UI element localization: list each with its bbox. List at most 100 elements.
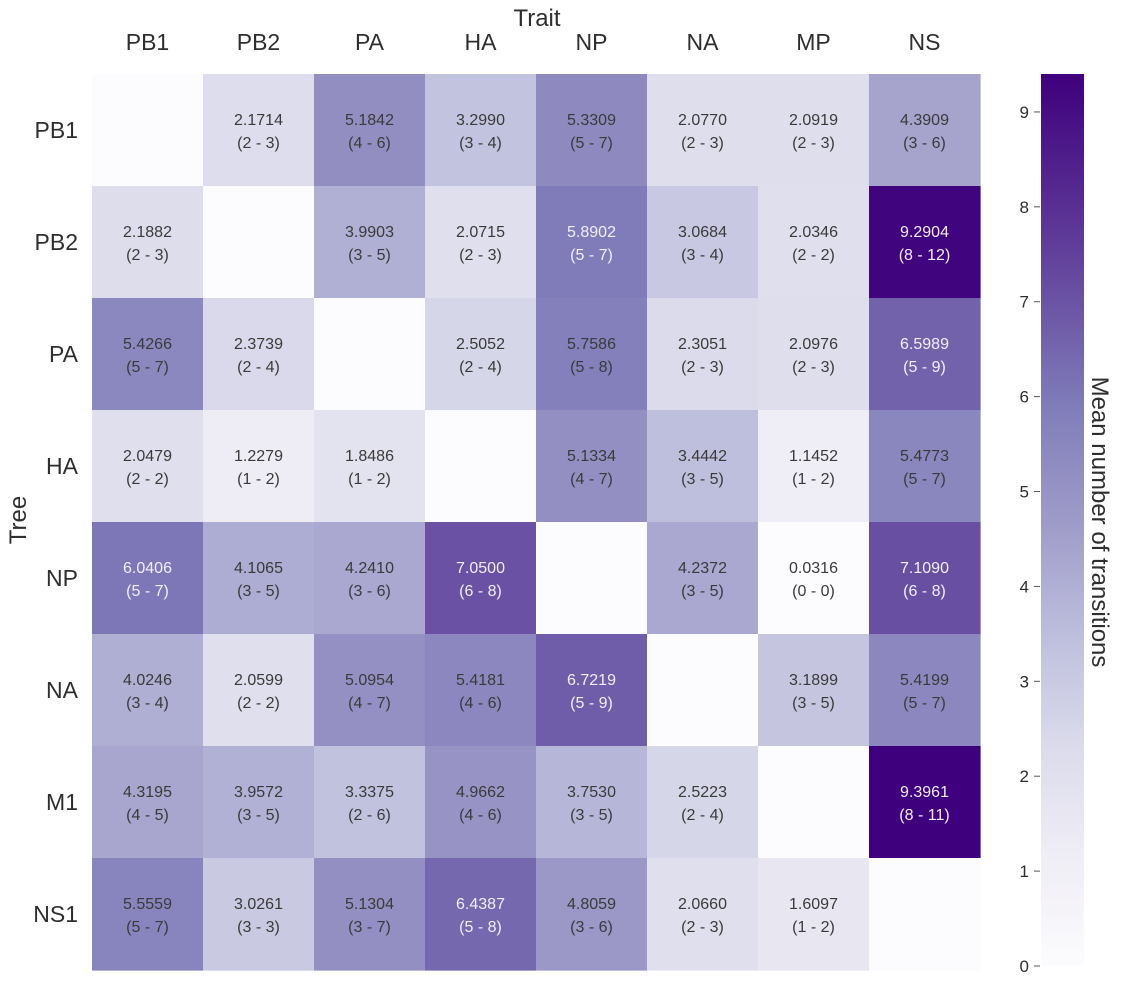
colorbar-tick-label: 9 xyxy=(1020,103,1029,122)
cell-range-label: (5 - 7) xyxy=(903,471,946,488)
cell-range-label: (2 - 4) xyxy=(681,807,724,824)
cell-value-label: 3.1899 xyxy=(789,672,838,689)
colorbar-title: Mean number of transitions xyxy=(1086,377,1113,668)
heatmap-cell xyxy=(314,746,426,859)
cell-range-label: (3 - 5) xyxy=(792,695,835,712)
cell-value-label: 2.3739 xyxy=(234,336,283,353)
heatmap-cell xyxy=(203,858,315,971)
cell-range-label: (3 - 4) xyxy=(459,135,502,152)
cell-range-label: (8 - 12) xyxy=(899,247,951,264)
heatmap-cell xyxy=(758,746,870,859)
cell-range-label: (5 - 9) xyxy=(903,359,946,376)
cell-range-label: (5 - 7) xyxy=(126,919,169,936)
heatmap-cell-labels: 2.1714 (2 - 3) 5.1842 (4 - 6) 3.2990 (3 - 4) 5… xyxy=(123,112,950,936)
heatmap-cell xyxy=(203,74,315,187)
cell-value-label: 9.3961 xyxy=(900,784,949,801)
cell-value-label: 3.4442 xyxy=(678,448,727,465)
cell-value-label: 3.0261 xyxy=(234,896,283,913)
cell-range-label: (5 - 9) xyxy=(570,695,613,712)
heatmap-cell xyxy=(314,410,426,523)
cell-range-label: (2 - 2) xyxy=(126,471,169,488)
colorbar-tick-label: 4 xyxy=(1020,577,1029,596)
cell-value-label: 2.0770 xyxy=(678,112,727,129)
heatmap-cell xyxy=(203,410,315,523)
heatmap-cell xyxy=(869,522,981,635)
cell-value-label: 5.4773 xyxy=(900,448,949,465)
heatmap-cell xyxy=(758,410,870,523)
cell-value-label: 5.4266 xyxy=(123,336,172,353)
cell-value-label: 3.0684 xyxy=(678,224,727,241)
cell-value-label: 4.9662 xyxy=(456,784,505,801)
cell-range-label: (2 - 6) xyxy=(348,807,391,824)
heatmap-cell xyxy=(314,186,426,299)
colorbar-tick-label: 7 xyxy=(1020,293,1029,312)
heatmap-cell xyxy=(203,746,315,859)
cell-range-label: (3 - 7) xyxy=(348,919,391,936)
heatmap-cell xyxy=(203,634,315,747)
cell-range-label: (1 - 2) xyxy=(348,471,391,488)
heatmap-cells xyxy=(92,74,981,971)
cell-value-label: 4.2372 xyxy=(678,560,727,577)
cell-value-label: 5.5559 xyxy=(123,896,172,913)
cell-range-label: (2 - 3) xyxy=(681,135,724,152)
heatmap-cell xyxy=(869,74,981,187)
cell-range-label: (8 - 11) xyxy=(899,807,949,824)
cell-value-label: 7.1090 xyxy=(900,560,949,577)
column-tick-label: PA xyxy=(355,29,385,55)
row-tick-labels: PB1 PB2 PA HA NP NA M1 NS1 xyxy=(33,117,78,927)
heatmap-cell xyxy=(536,298,648,411)
heatmap-cell xyxy=(314,298,426,411)
cell-range-label: (2 - 4) xyxy=(237,359,280,376)
cell-value-label: 2.3051 xyxy=(678,336,727,353)
cell-value-label: 5.1304 xyxy=(345,896,394,913)
cell-range-label: (1 - 2) xyxy=(237,471,280,488)
cell-range-label: (2 - 3) xyxy=(237,135,280,152)
colorbar-tick-label: 1 xyxy=(1020,862,1029,881)
cell-value-label: 5.7586 xyxy=(567,336,616,353)
cell-range-label: (6 - 8) xyxy=(459,583,502,600)
cell-value-label: 5.4181 xyxy=(456,672,505,689)
heatmap-cell xyxy=(536,634,648,747)
column-tick-label: NP xyxy=(576,29,608,55)
heatmap-cell xyxy=(314,858,426,971)
row-tick-label: PB1 xyxy=(35,117,78,143)
heatmap-cell xyxy=(869,746,981,859)
cell-value-label: 3.2990 xyxy=(456,112,505,129)
heatmap-cell xyxy=(92,746,204,859)
heatmap-cell xyxy=(203,298,315,411)
heatmap-cell xyxy=(647,74,759,187)
cell-range-label: (2 - 3) xyxy=(459,247,502,264)
cell-value-label: 4.2410 xyxy=(345,560,394,577)
heatmap-cell xyxy=(869,298,981,411)
heatmap-cell xyxy=(536,746,648,859)
cell-range-label: (4 - 6) xyxy=(348,135,391,152)
heatmap-cell xyxy=(425,634,537,747)
heatmap-cell xyxy=(647,858,759,971)
cell-range-label: (3 - 4) xyxy=(681,247,724,264)
heatmap-cell xyxy=(758,298,870,411)
heatmap-cell xyxy=(92,634,204,747)
colorbar-tick-label: 5 xyxy=(1020,483,1029,502)
heatmap-cell xyxy=(425,186,537,299)
x-axis-title: Trait xyxy=(513,5,560,32)
column-tick-label: NS xyxy=(909,29,941,55)
cell-value-label: 2.0346 xyxy=(789,224,838,241)
heatmap-cell xyxy=(425,858,537,971)
heatmap-cell xyxy=(536,410,648,523)
cell-value-label: 5.0954 xyxy=(345,672,394,689)
heatmap-cell xyxy=(92,186,204,299)
cell-value-label: 1.6097 xyxy=(789,896,838,913)
heatmap-cell xyxy=(92,298,204,411)
heatmap-cell xyxy=(869,858,981,971)
colorbar: 0 1 2 3 4 5 6 7 8 9 Mean number of transitions xyxy=(1020,74,1113,976)
cell-range-label: (2 - 4) xyxy=(459,359,502,376)
cell-value-label: 3.9903 xyxy=(345,224,394,241)
row-tick-label: HA xyxy=(46,453,79,479)
row-tick-label: PA xyxy=(49,341,79,367)
cell-range-label: (5 - 8) xyxy=(570,359,613,376)
cell-value-label: 4.3195 xyxy=(123,784,172,801)
heatmap-cell xyxy=(314,522,426,635)
cell-range-label: (3 - 6) xyxy=(903,135,946,152)
cell-value-label: 9.2904 xyxy=(900,224,949,241)
cell-range-label: (0 - 0) xyxy=(792,583,835,600)
